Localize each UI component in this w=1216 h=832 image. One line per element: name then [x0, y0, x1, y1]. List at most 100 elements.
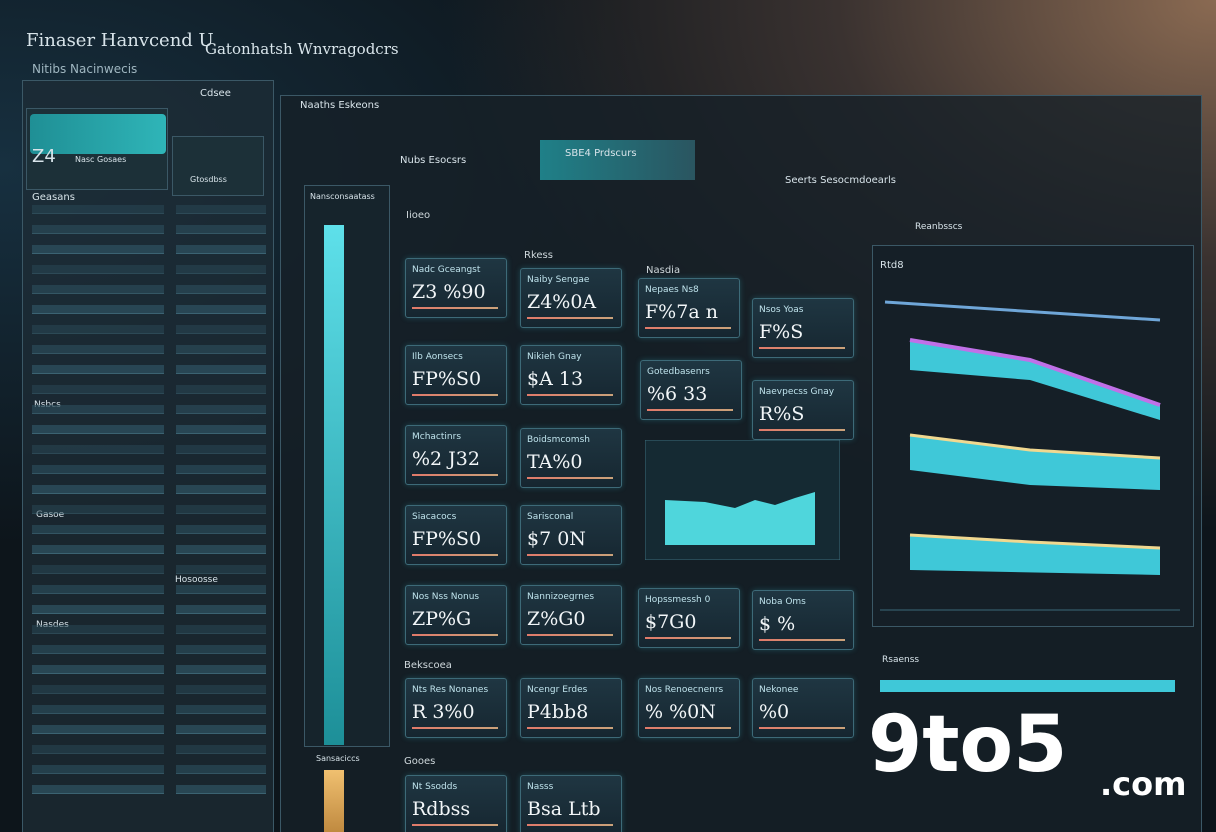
card-underline	[527, 477, 613, 479]
sidebar-row	[32, 505, 164, 514]
card-underline	[647, 409, 733, 411]
sidebar-row	[32, 545, 164, 554]
stat-card[interactable]: Naiby Sengae Z4%0A	[520, 268, 622, 328]
card-underline	[412, 727, 498, 729]
meter-footer: Sansaciccs	[316, 754, 360, 763]
sidebar-row	[176, 585, 266, 594]
card-underline	[412, 474, 498, 476]
stat-card[interactable]: Nadc Gceangst Z3 %90	[405, 258, 507, 318]
stat-card[interactable]: Nannizoegrnes Z%G0	[520, 585, 622, 645]
sidebar-tab[interactable]: Cdsee	[200, 88, 231, 99]
card-value: Z%G0	[527, 608, 586, 630]
stat-card[interactable]: Mchactinrs %2 J32	[405, 425, 507, 485]
sidebar-row	[32, 245, 164, 254]
sidebar-row	[32, 605, 164, 614]
sidebar-row	[176, 265, 266, 274]
stat-card[interactable]: Naevpecss Gnay R%S	[752, 380, 854, 440]
stat-card[interactable]: Nos Nss Nonus ZP%G	[405, 585, 507, 645]
card-value: TA%0	[527, 451, 583, 473]
card-label: Nepaes Ns8	[645, 285, 699, 295]
mini-chart-area	[665, 492, 815, 545]
sidebar-row	[176, 425, 266, 434]
card-label: Nt Ssodds	[412, 782, 458, 792]
stat-card[interactable]: Siacacocs FP%S0	[405, 505, 507, 565]
sidebar-row	[176, 485, 266, 494]
stat-card[interactable]: Nepaes Ns8 F%7a n	[638, 278, 740, 338]
sidebar-row	[176, 365, 266, 374]
card-label: Nasss	[527, 782, 554, 792]
right-panel-title: Rtd8	[880, 260, 904, 271]
sidebar-row	[32, 705, 164, 714]
stat-card[interactable]: Nt Ssodds Rdbss	[405, 775, 507, 832]
sidebar-row	[32, 305, 164, 314]
sidebar-row	[176, 325, 266, 334]
stat-card[interactable]: Sarisconal $7 0N	[520, 505, 622, 565]
sidebar-row	[176, 665, 266, 674]
stat-card[interactable]: Hopssmessh 0 $7G0	[638, 588, 740, 648]
stat-card[interactable]: Ilb Aonsecs FP%S0	[405, 345, 507, 405]
stat-card[interactable]: Nikieh Gnay $A 13	[520, 345, 622, 405]
sidebar-row	[32, 765, 164, 774]
card-underline	[527, 394, 613, 396]
card-label: Gotedbasenrs	[647, 367, 710, 377]
right-panel-subtitle: Rsaenss	[882, 655, 920, 665]
sidebar-row	[32, 365, 164, 374]
sidebar-row	[176, 465, 266, 474]
card-label: Nadc Gceangst	[412, 265, 481, 275]
sidebar-section: Hosoosse	[175, 575, 218, 585]
card-label: Nsos Yoas	[759, 305, 804, 315]
card-label: Nannizoegrnes	[527, 592, 595, 602]
card-underline	[759, 727, 845, 729]
sidebar-row	[176, 545, 266, 554]
card-value: R 3%0	[412, 701, 475, 723]
stat-card[interactable]: Nos Renoecnenrs % %0N	[638, 678, 740, 738]
card-value: F%S	[759, 321, 804, 343]
card-value: FP%S0	[412, 528, 482, 550]
sidebar-row	[32, 585, 164, 594]
sidebar-row	[176, 205, 266, 214]
sidebar-row	[32, 685, 164, 694]
stat-card[interactable]: Nsos Yoas F%S	[752, 298, 854, 358]
card-value: R%S	[759, 403, 805, 425]
card-underline	[412, 554, 498, 556]
toolbar-item[interactable]: Reanbsscs	[915, 222, 963, 232]
card-underline	[527, 317, 613, 319]
stat-card[interactable]: Noba Oms $ %	[752, 590, 854, 650]
toolbar-item[interactable]: SBE4 Prdscurs	[565, 148, 637, 159]
sidebar-row	[176, 605, 266, 614]
stat-card[interactable]: Nekonee %0	[752, 678, 854, 738]
card-value: FP%S0	[412, 368, 482, 390]
card-value: $A 13	[527, 368, 584, 390]
card-value: Bsa Ltb	[527, 798, 601, 820]
card-label: Hopssmessh 0	[645, 595, 711, 605]
card-label: Sarisconal	[527, 512, 574, 522]
sidebar-row	[32, 785, 164, 794]
stat-card[interactable]: Gotedbasenrs %6 33	[640, 360, 742, 420]
toolbar-item[interactable]: Nubs Esocsrs	[400, 155, 467, 166]
card-value: %0	[759, 701, 790, 723]
widget-bar	[30, 114, 166, 154]
sidebar-row	[176, 565, 266, 574]
toolbar-item[interactable]: Seerts Sesocmdoearls	[785, 175, 896, 186]
card-label: Nts Res Nonanes	[412, 685, 489, 695]
card-label: Boidsmcomsh	[527, 435, 590, 445]
sidebar-row	[32, 645, 164, 654]
card-label: Noba Oms	[759, 597, 806, 607]
toolbar-item[interactable]: Naaths Eskeons	[300, 100, 380, 111]
card-label: Ncengr Erdes	[527, 685, 588, 695]
band	[910, 535, 1160, 575]
band	[910, 340, 1160, 420]
section-title: Bekscoea	[404, 660, 452, 671]
sidebar-row	[176, 445, 266, 454]
sidebar-row	[176, 385, 266, 394]
sidebar-row	[32, 225, 164, 234]
stat-card[interactable]: Boidsmcomsh TA%0	[520, 428, 622, 488]
sidebar-row	[32, 405, 164, 414]
section-title: Rkess	[524, 250, 553, 261]
card-label: Mchactinrs	[412, 432, 462, 442]
stat-card[interactable]: Nts Res Nonanes R 3%0	[405, 678, 507, 738]
nav-label[interactable]: Nitibs Nacinwecis	[32, 62, 138, 76]
card-label: Nikieh Gnay	[527, 352, 582, 362]
stat-card[interactable]: Ncengr Erdes P4bb8	[520, 678, 622, 738]
stat-card[interactable]: Nasss Bsa Ltb	[520, 775, 622, 832]
